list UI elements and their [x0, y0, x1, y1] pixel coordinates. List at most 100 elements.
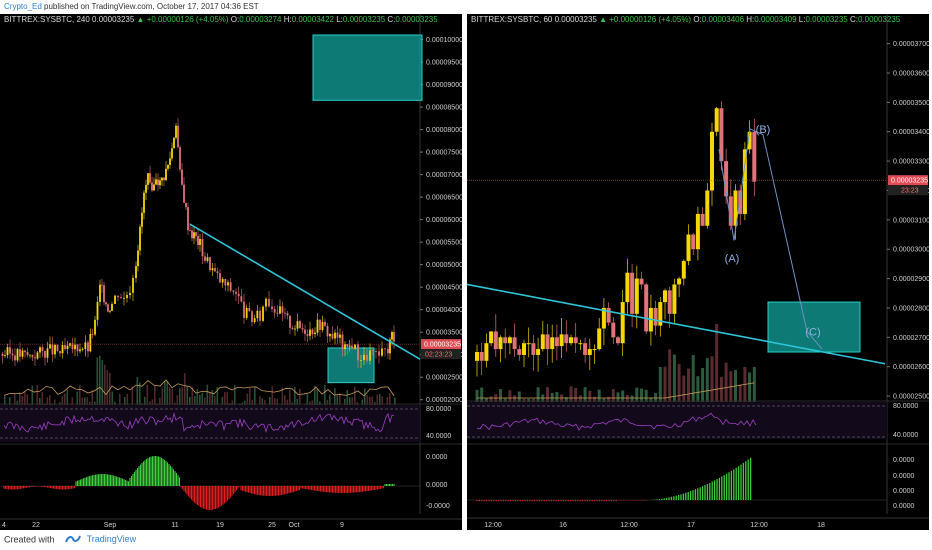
left-high: 0.00003422: [291, 15, 334, 24]
candle-body: [346, 344, 349, 347]
candle-body: [691, 234, 696, 250]
candle-body: [289, 315, 291, 328]
volume-bar: [24, 391, 26, 414]
candle-body: [299, 321, 301, 329]
left-last-price: 0.00003235: [92, 15, 135, 24]
candle-body: [334, 332, 336, 339]
candle-body: [357, 344, 359, 361]
candle-body: [84, 342, 87, 349]
volume-bar: [181, 386, 184, 414]
volume-bar: [705, 358, 709, 404]
volume-bar: [644, 389, 648, 404]
left-o-label: O:: [230, 15, 240, 24]
candle-body: [331, 333, 334, 339]
candle-body: [117, 295, 119, 298]
candle-body: [291, 327, 294, 329]
candle-body: [639, 278, 644, 285]
candle-body: [181, 169, 183, 185]
volume-bar: [164, 380, 166, 414]
wave-label: (B): [756, 124, 771, 136]
candle-body: [101, 284, 103, 286]
candle-body: [87, 342, 89, 352]
chart-panel-left[interactable]: BITTREX:SYSBTC, 240 0.00003235 ▲ +0.0000…: [0, 14, 462, 530]
left-chart-canvas[interactable]: 0.00010000 0.00009500 0.00009000 0.00008500…: [0, 14, 462, 530]
right-chart-canvas[interactable]: 0.00003700 0.00003600 0.00003500 0.00003400…: [467, 14, 929, 530]
volume-bar: [499, 388, 502, 404]
candle-body: [391, 332, 393, 340]
volume-bar: [111, 391, 114, 414]
candle-body: [96, 301, 99, 320]
candle-body: [387, 348, 389, 354]
volume-bar: [364, 388, 366, 414]
x-tick-label: 16: [559, 522, 567, 529]
candle-body: [161, 177, 163, 181]
candle-body: [51, 344, 54, 355]
candle-body: [256, 310, 259, 319]
volume-bar: [625, 395, 629, 404]
candle-body: [44, 350, 46, 358]
volume-bar: [480, 387, 484, 404]
candle-body: [700, 213, 705, 226]
volume-bar: [663, 366, 667, 404]
y-tick-label: 0.00009500: [426, 60, 462, 67]
volume-bar: [79, 385, 81, 414]
candle-body: [360, 360, 362, 361]
created-with: Created with TradingView: [4, 534, 136, 546]
candle-body: [251, 311, 253, 323]
chart-panel-right[interactable]: BITTREX:SYSBTC, 60 0.00003235 ▲ +0.00000…: [467, 14, 929, 530]
left-low: 0.00003235: [342, 15, 386, 24]
y-tick-label: 0.00002000: [426, 397, 462, 404]
candle-body: [206, 257, 209, 261]
volume-bar: [682, 375, 686, 404]
price-badge: 0.00003235: [891, 178, 928, 185]
volume-bar: [211, 389, 214, 414]
candle-body: [49, 344, 51, 349]
candle-body: [587, 349, 592, 355]
candle-body: [245, 308, 248, 318]
rsi-line: [3, 412, 395, 433]
candle-body: [663, 290, 667, 303]
volume-bar: [336, 395, 339, 414]
x-tick-label: Oct: [289, 522, 300, 529]
candle-body: [507, 337, 512, 344]
author-link[interactable]: Crypto_Ed: [4, 2, 42, 11]
candle-body: [324, 321, 326, 326]
y-tick-label: 0.00002600: [893, 364, 929, 371]
volume-bar: [316, 389, 319, 414]
volume-bar: [346, 389, 349, 414]
candle-body: [31, 354, 34, 358]
candle-body: [103, 285, 105, 303]
wave-label: (C): [805, 326, 820, 338]
candle-body: [686, 234, 691, 261]
volume-bar: [191, 386, 194, 414]
tradingview-brand[interactable]: TradingView: [86, 534, 137, 545]
volume-bar: [294, 386, 296, 414]
x-tick-label: 18: [817, 522, 825, 529]
candle-body: [173, 137, 175, 149]
volume-bar: [475, 389, 479, 404]
x-tick-label: 17: [687, 522, 695, 529]
rsi-level-label: 40.0000: [426, 433, 451, 440]
wave-label: (A): [725, 253, 740, 265]
volume-bar: [715, 324, 719, 404]
price-badge-bg: [421, 339, 461, 350]
candle-body: [316, 319, 319, 333]
candle-body: [262, 306, 264, 321]
left-l-label: L:: [336, 15, 343, 24]
y-tick-label: 0.00002500: [893, 394, 929, 401]
candle-body: [74, 344, 76, 350]
candle-body: [237, 293, 240, 297]
candle-body: [578, 343, 583, 345]
y-tick-label: 0.00002500: [426, 375, 462, 382]
left-close: 0.00003235: [395, 15, 438, 24]
candle-body: [135, 266, 137, 278]
candle-body: [728, 196, 733, 226]
volume-bar: [314, 385, 316, 414]
candle-body: [306, 333, 309, 336]
candle-body: [747, 131, 752, 150]
osc-level-label: 0.0000: [426, 482, 448, 489]
candle-body: [81, 348, 84, 350]
candle-body: [294, 328, 296, 330]
volume-bar: [508, 390, 512, 404]
volume-bar: [179, 388, 181, 414]
